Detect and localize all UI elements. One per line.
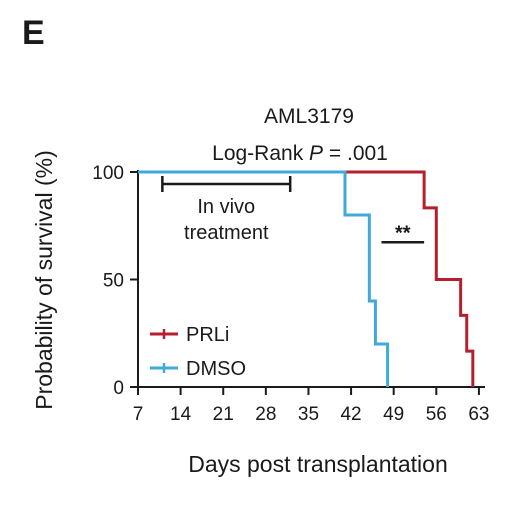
treatment-label-line2: treatment — [184, 222, 269, 244]
chart-subtitle: Log-Rank P = .001 — [212, 142, 388, 165]
y-axis-label: Probability of survival (%) — [31, 150, 57, 409]
subtitle-p: P — [309, 142, 323, 165]
series-dmso-curve — [138, 170, 390, 387]
series-prli-curve — [138, 170, 475, 387]
legend-label-dmso: DMSO — [186, 358, 246, 380]
x-tick-label: 7 — [133, 404, 144, 425]
x-tick-label: 49 — [383, 404, 404, 425]
plot-area: 0 50 100 7 14 21 28 35 42 49 56 63 In vivo treatment *… — [92, 163, 489, 425]
x-tick-label: 28 — [255, 404, 276, 425]
legend-label-prli: PRLi — [186, 324, 229, 346]
subtitle-suffix: = .001 — [323, 142, 388, 165]
x-tick-label: 56 — [426, 404, 447, 425]
y-tick-label: 50 — [103, 271, 124, 292]
y-tick-label: 100 — [92, 163, 124, 184]
subtitle-prefix: Log-Rank — [212, 142, 309, 165]
x-tick-label: 35 — [298, 404, 319, 425]
x-axis-label: Days post transplantation — [188, 451, 448, 477]
x-tick-label: 63 — [468, 404, 489, 425]
x-tick-label: 21 — [213, 404, 234, 425]
x-tick-label: 42 — [340, 404, 361, 425]
panel-label: E — [22, 14, 45, 52]
significance-stars: ** — [395, 222, 411, 244]
y-tick-label: 0 — [113, 378, 124, 399]
chart-title: AML3179 — [264, 105, 354, 128]
treatment-label-line1: In vivo — [197, 196, 255, 218]
x-tick-label: 14 — [170, 404, 192, 425]
